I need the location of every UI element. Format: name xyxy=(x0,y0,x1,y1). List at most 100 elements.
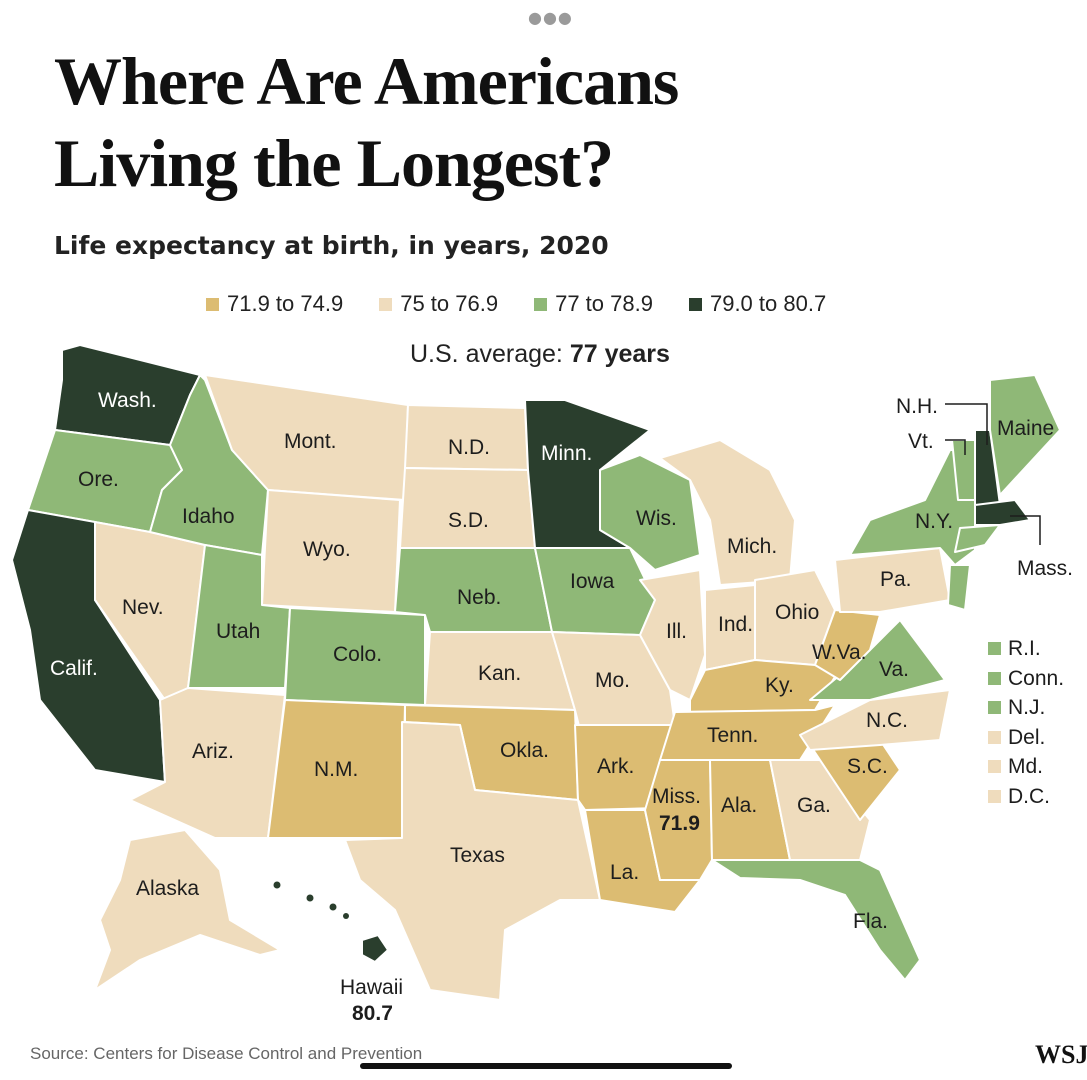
state-ga[interactable] xyxy=(769,759,871,861)
label-va: Va. xyxy=(879,658,909,681)
state-fla[interactable] xyxy=(711,859,921,981)
label-nc: N.C. xyxy=(866,709,908,732)
label-okla: Okla. xyxy=(500,739,549,762)
label-nh: N.H. xyxy=(896,395,938,418)
small-state-conn: Conn. xyxy=(988,664,1064,694)
label-sc: S.C. xyxy=(847,755,888,778)
legend-item-mid: 75 to 76.9 xyxy=(379,291,498,317)
small-state-dc: D.C. xyxy=(988,782,1064,812)
label-maine: Maine xyxy=(997,417,1054,440)
title-line-1: Where Are Americans xyxy=(54,43,679,119)
state-mass[interactable] xyxy=(974,499,1031,526)
legend-item-low: 71.9 to 74.9 xyxy=(206,291,343,317)
hawaii-island-3 xyxy=(329,903,337,911)
source-note: Source: Centers for Disease Control and … xyxy=(30,1044,423,1063)
wsj-logo: WSJ xyxy=(1035,1040,1087,1069)
label-wash: Wash. xyxy=(98,389,157,412)
label-wva: W.Va. xyxy=(812,641,866,664)
state-wis[interactable] xyxy=(599,454,701,571)
label-ga: Ga. xyxy=(797,794,831,817)
swatch-dc xyxy=(988,789,1001,803)
legend-swatch-low xyxy=(206,297,219,311)
label-vt: Vt. xyxy=(908,430,934,453)
label-ariz: Ariz. xyxy=(192,740,234,763)
small-state-label: R.I. xyxy=(1008,637,1041,660)
hawaii-island-4 xyxy=(343,913,349,919)
label-texas: Texas xyxy=(450,844,505,867)
state-texas[interactable] xyxy=(344,721,601,1001)
swatch-conn xyxy=(988,671,1001,685)
small-state-nj: N.J. xyxy=(988,693,1064,723)
state-ill[interactable] xyxy=(639,569,706,701)
small-state-del: Del. xyxy=(988,723,1064,753)
label-fla: Fla. xyxy=(853,910,888,933)
legend-swatch-top xyxy=(688,297,702,311)
small-state-label: Del. xyxy=(1008,725,1046,749)
small-state-ri: R.I. xyxy=(988,634,1064,664)
label-minn: Minn. xyxy=(541,442,592,465)
label-ny: N.Y. xyxy=(915,510,953,533)
label-miss: Miss. xyxy=(652,785,701,808)
label-sd: S.D. xyxy=(448,509,489,532)
label-nev: Nev. xyxy=(122,596,164,619)
legend-label-low: 71.9 to 74.9 xyxy=(227,291,344,316)
label-wis: Wis. xyxy=(636,507,677,530)
label-mich: Mich. xyxy=(727,535,777,558)
state-sd[interactable] xyxy=(399,467,536,549)
label-alaska: Alaska xyxy=(136,877,199,900)
label-iowa: Iowa xyxy=(570,570,615,593)
label-utah: Utah xyxy=(216,620,260,643)
small-state-md: Md. xyxy=(988,752,1064,782)
state-conn-ri[interactable] xyxy=(954,524,1001,553)
legend-label-high: 77 to 78.9 xyxy=(555,291,653,316)
hawaii-island-1 xyxy=(273,881,281,889)
us-average: U.S. average: 77 years xyxy=(410,340,670,369)
mass-leader-line xyxy=(1010,515,1041,545)
label-ala: Ala. xyxy=(721,794,757,817)
state-alaska[interactable] xyxy=(94,829,281,991)
label-colo: Colo. xyxy=(333,643,382,666)
label-hawaii-value: 80.7 xyxy=(352,1002,393,1025)
hawaii-island-2 xyxy=(306,894,314,902)
small-state-label: N.J. xyxy=(1008,696,1046,719)
us-average-value: 77 years xyxy=(569,340,670,368)
legend-label-top: 79.0 to 80.7 xyxy=(709,291,827,316)
swatch-md xyxy=(988,760,1001,774)
label-calif: Calif. xyxy=(50,657,98,680)
legend-item-high: 77 to 78.9 xyxy=(534,291,653,317)
label-pa: Pa. xyxy=(880,568,912,591)
state-maine[interactable] xyxy=(989,374,1061,496)
state-hawaii[interactable] xyxy=(361,934,389,963)
label-wyo: Wyo. xyxy=(303,538,351,561)
label-mass: Mass. xyxy=(1017,557,1073,580)
page-title: Where Are Americans Living the Longest? xyxy=(54,40,754,204)
legend-swatch-mid xyxy=(379,297,393,311)
state-wva[interactable] xyxy=(814,609,881,681)
small-state-label: D.C. xyxy=(1008,784,1050,808)
more-options-icon[interactable]: ●●● xyxy=(528,8,573,27)
us-average-label: U.S. average: xyxy=(410,340,563,368)
home-indicator-bar[interactable] xyxy=(360,1063,732,1069)
color-legend: 71.9 to 74.9 75 to 76.9 77 to 78.9 79.0 … xyxy=(206,289,862,319)
label-neb: Neb. xyxy=(457,586,501,609)
label-ind: Ind. xyxy=(718,613,753,636)
label-ky: Ky. xyxy=(765,674,794,697)
small-state-label: Md. xyxy=(1008,755,1044,778)
label-kan: Kan. xyxy=(478,662,521,685)
label-tenn: Tenn. xyxy=(707,724,758,747)
swatch-ri xyxy=(988,642,1001,656)
swatch-del xyxy=(988,730,1001,744)
label-nd: N.D. xyxy=(448,436,490,459)
label-ore: Ore. xyxy=(78,468,119,491)
label-ark: Ark. xyxy=(597,755,634,778)
label-la: La. xyxy=(610,861,639,884)
state-nj[interactable] xyxy=(947,564,971,611)
label-mo: Mo. xyxy=(595,669,630,692)
label-idaho: Idaho xyxy=(182,505,235,528)
label-ohio: Ohio xyxy=(775,601,819,624)
label-nm: N.M. xyxy=(314,758,358,781)
subtitle: Life expectancy at birth, in years, 2020 xyxy=(54,231,609,260)
swatch-nj xyxy=(988,701,1001,715)
label-mont: Mont. xyxy=(284,430,337,453)
label-miss-value: 71.9 xyxy=(659,812,700,835)
